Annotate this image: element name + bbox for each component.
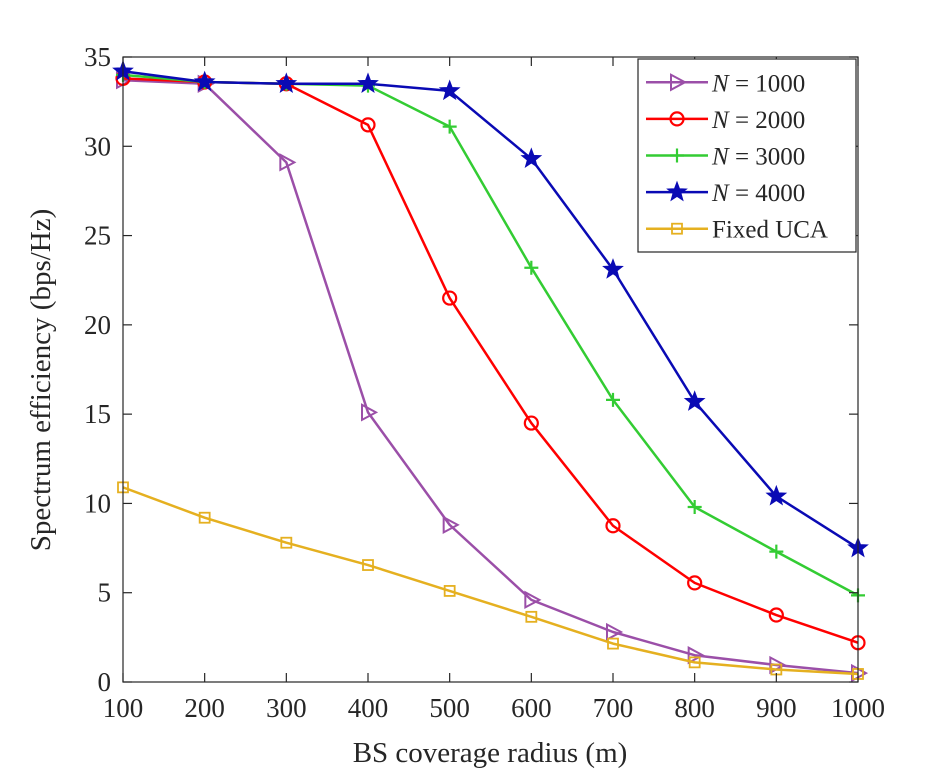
data-point [198, 511, 211, 524]
data-point [523, 415, 539, 431]
data-point [279, 153, 297, 172]
legend-marker [671, 222, 683, 235]
data-point [605, 518, 621, 534]
series-layer [112, 59, 869, 683]
series-line [122, 70, 859, 550]
data-point [357, 72, 379, 94]
legend-label: N = 3000 [711, 144, 805, 171]
y-tick-label: 35 [84, 42, 111, 72]
legend-item: Fixed UCA [646, 217, 828, 244]
legend-item: N = 4000 [646, 180, 805, 207]
data-point [765, 484, 788, 506]
data-point [524, 590, 542, 610]
data-point [442, 290, 458, 306]
data-point [280, 536, 293, 549]
data-point [524, 260, 539, 275]
y-tick-label: 15 [84, 399, 111, 429]
legend-item: N = 2000 [646, 107, 805, 134]
legend-item: N = 1000 [646, 70, 805, 97]
x-tick-label: 600 [511, 693, 552, 723]
y-tick-label: 25 [84, 221, 111, 251]
data-point [768, 607, 784, 623]
y-tick-label: 10 [84, 488, 111, 518]
x-tick-label: 900 [756, 693, 797, 723]
data-point [687, 575, 703, 591]
x-tick-label: 800 [674, 693, 715, 723]
axes-layer: 100 200 300 400 500 600 700 800 900 1000 0 5 10 15 20 2… [84, 42, 885, 723]
legend-label: N = 4000 [711, 180, 805, 207]
data-point [769, 544, 784, 559]
data-point [362, 559, 374, 571]
x-tick-label: 700 [593, 693, 634, 723]
data-point [687, 500, 702, 514]
data-point [361, 403, 379, 422]
x-tick-label: 100 [103, 693, 144, 723]
x-tick-label: 1000 [831, 693, 885, 723]
data-point [688, 656, 701, 669]
data-point [442, 119, 457, 134]
series-line [122, 78, 859, 675]
x-tick-label: 500 [429, 693, 470, 723]
data-point [602, 258, 624, 279]
legend-marker [669, 111, 685, 127]
legend-label: N = 2000 [711, 107, 805, 134]
data-point [520, 147, 543, 169]
y-tick-label: 0 [98, 667, 112, 697]
data-point [360, 117, 376, 133]
y-tick-label: 20 [84, 310, 111, 340]
data-point [687, 646, 705, 665]
x-tick-label: 400 [348, 693, 389, 723]
y-tick-label: 5 [98, 578, 112, 608]
legend-marker [670, 148, 684, 163]
data-point [683, 390, 706, 411]
series-4 [117, 481, 864, 680]
legend-item: N = 3000 [646, 144, 805, 171]
x-axis-label: BS coverage radius (m) [353, 737, 628, 769]
data-point [607, 637, 619, 650]
y-tick-label: 30 [84, 131, 111, 161]
data-point [443, 585, 456, 597]
x-tick-label: 200 [184, 693, 225, 723]
legend-marker [666, 180, 688, 202]
data-point [606, 622, 624, 642]
data-point [275, 72, 298, 94]
legend: N = 1000 N = 2000 N = 3000 N = 4000 Fixed UC… [637, 58, 857, 253]
data-point [193, 70, 216, 92]
legend-label: Fixed UCA [712, 217, 828, 244]
data-point [442, 515, 460, 535]
legend-label: N = 1000 [711, 70, 805, 97]
data-point [438, 79, 461, 101]
x-tick-label: 300 [266, 693, 307, 723]
legend-marker [670, 73, 688, 92]
data-point [606, 392, 620, 407]
y-axis-label: Spectrum efficiency (bps/Hz) [25, 209, 57, 552]
data-point [525, 610, 538, 623]
series-line [122, 486, 859, 676]
axes-box [122, 56, 859, 683]
